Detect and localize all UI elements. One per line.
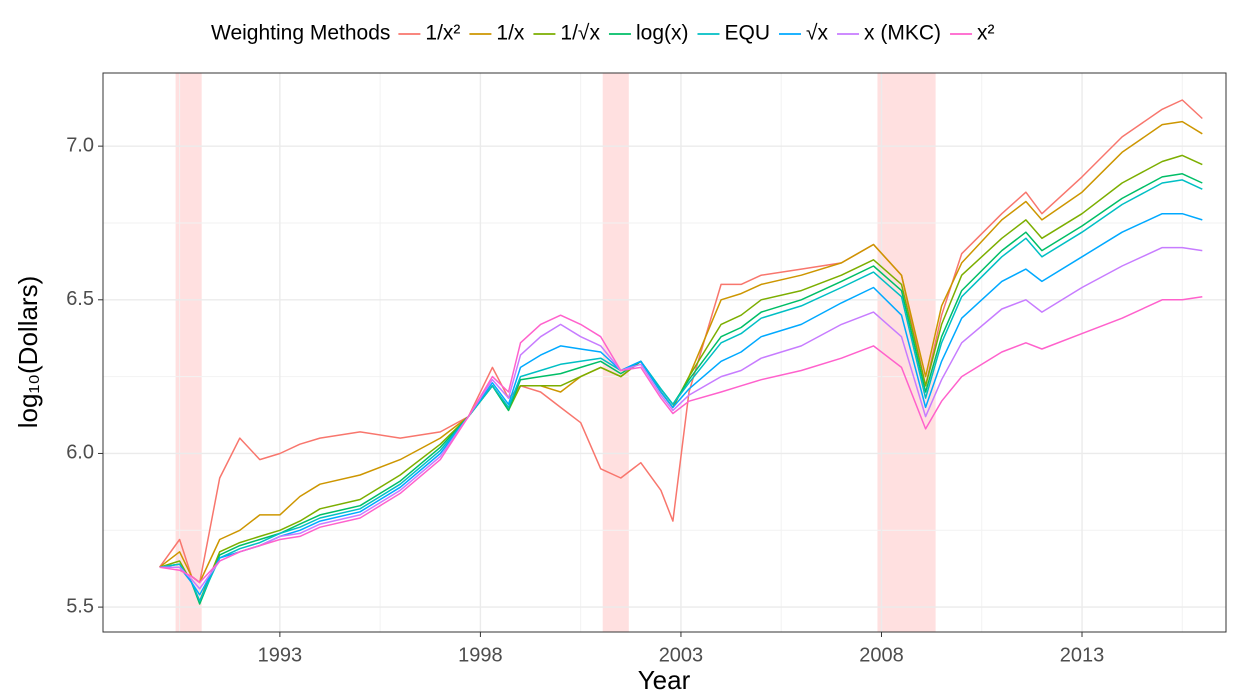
series-line <box>158 99 1203 584</box>
plot-border <box>102 72 1227 633</box>
x-tick-label: 2013 <box>1060 644 1105 666</box>
legend-label: x² <box>977 22 995 45</box>
x-axis-title: Year <box>638 665 691 694</box>
legend-label: x (MKC) <box>864 22 941 45</box>
y-axis-title: log₁₀(Dollars) <box>13 276 43 428</box>
legend-label: √x <box>806 22 829 45</box>
x-tick-label: 2003 <box>659 644 704 666</box>
legend-title: Weighting Methods <box>211 22 390 45</box>
legend-label: EQU <box>724 22 770 45</box>
y-tick-label: 6.0 <box>66 442 94 464</box>
x-tick-label: 2008 <box>859 644 904 666</box>
y-tick-label: 7.0 <box>66 134 94 156</box>
y-tick-label: 5.5 <box>66 595 94 617</box>
y-tick-label: 6.5 <box>66 288 94 310</box>
plot-area <box>103 73 1226 632</box>
legend-label: 1/x² <box>425 22 460 45</box>
legend-label: log(x) <box>636 22 689 45</box>
x-tick-label: 1993 <box>258 644 303 666</box>
series-line <box>159 246 1203 590</box>
legend-label: 1/x <box>496 22 525 45</box>
legend-label: 1/√x <box>560 22 600 45</box>
series-line <box>159 295 1203 584</box>
recession-band <box>602 73 629 632</box>
x-tick-label: 1998 <box>458 644 503 666</box>
